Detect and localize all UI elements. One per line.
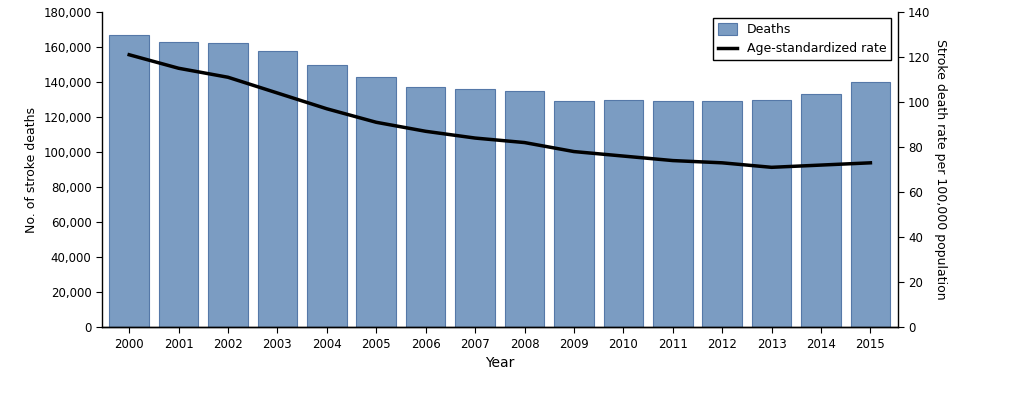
Y-axis label: Stroke death rate per 100,000 population: Stroke death rate per 100,000 population bbox=[933, 39, 946, 300]
X-axis label: Year: Year bbox=[485, 356, 514, 370]
Bar bbox=[702, 101, 741, 327]
Bar bbox=[159, 42, 198, 327]
Bar bbox=[307, 65, 346, 327]
Bar bbox=[357, 77, 395, 327]
Bar bbox=[109, 35, 149, 327]
Bar bbox=[603, 101, 642, 327]
Bar bbox=[801, 94, 840, 327]
Bar bbox=[454, 89, 494, 327]
Bar bbox=[553, 101, 593, 327]
Bar bbox=[504, 91, 544, 327]
Bar bbox=[751, 101, 791, 327]
Y-axis label: No. of stroke deaths: No. of stroke deaths bbox=[24, 107, 38, 233]
Bar bbox=[652, 101, 692, 327]
Bar bbox=[258, 51, 297, 327]
Bar bbox=[208, 43, 248, 327]
Legend: Deaths, Age-standardized rate: Deaths, Age-standardized rate bbox=[712, 18, 891, 61]
Bar bbox=[850, 82, 890, 327]
Bar bbox=[406, 87, 445, 327]
